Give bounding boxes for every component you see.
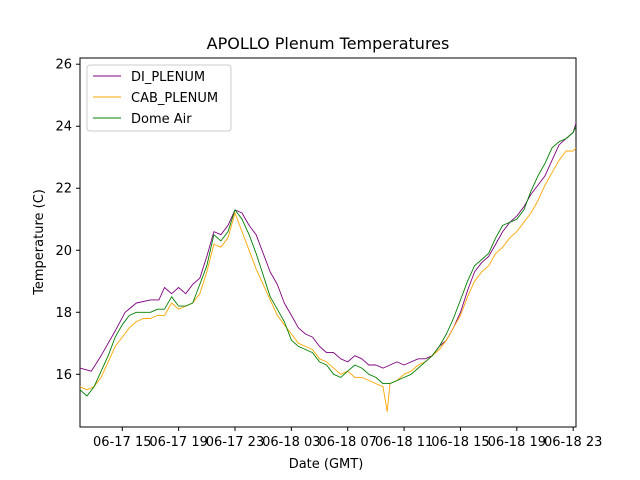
legend: DI_PLENUM CAB_PLENUM Dome Air: [86, 64, 232, 132]
y-axis: 16 18 20 22 24 26: [55, 58, 80, 383]
y-tick-label: 22: [55, 182, 72, 197]
y-tick-label: 24: [55, 120, 72, 135]
x-tick-label: 06-17 23: [206, 435, 264, 450]
y-tick-label: 18: [55, 306, 72, 321]
y-tick-label: 26: [55, 58, 72, 73]
y-tick-label: 20: [55, 244, 72, 259]
series-line-di-plenum: [79, 122, 577, 372]
y-axis-label: Temperature (C): [32, 189, 47, 296]
series-layer: [79, 122, 577, 412]
x-tick-label: 06-18 03: [262, 435, 320, 450]
legend-label-di-plenum: DI_PLENUM: [131, 70, 205, 85]
x-tick-label: 06-18 23: [544, 435, 602, 450]
x-tick-label: 06-17 19: [149, 435, 207, 450]
legend-label-dome-air: Dome Air: [131, 112, 192, 127]
series-line-dome-air: [79, 126, 577, 397]
y-tick-label: 16: [55, 368, 72, 383]
legend-label-cab-plenum: CAB_PLENUM: [131, 91, 218, 106]
chart-title: APOLLO Plenum Temperatures: [207, 34, 450, 53]
series-line-cab-plenum: [79, 147, 577, 412]
x-tick-label: 06-18 15: [431, 435, 489, 450]
x-axis-label: Date (GMT): [289, 457, 364, 472]
legend-frame: [86, 64, 232, 132]
x-tick-label: 06-17 15: [93, 435, 151, 450]
x-tick-label: 06-18 11: [375, 435, 433, 450]
x-tick-label: 06-18 07: [319, 435, 377, 450]
x-tick-label: 06-18 19: [488, 435, 546, 450]
